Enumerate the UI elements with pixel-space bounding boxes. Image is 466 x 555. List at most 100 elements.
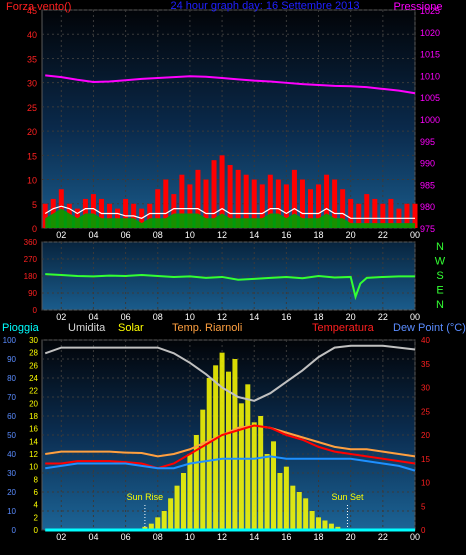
humidity-tick-label: 60 (7, 412, 16, 421)
wind-bar (42, 203, 48, 228)
wind-bar (107, 203, 113, 228)
climate-x-tick-label: 16 (281, 532, 291, 542)
solar-tick-label: 28 (29, 349, 38, 358)
solar-tick-label: 2 (34, 513, 39, 522)
temp-riarnoli-line (45, 424, 416, 458)
legend-rain: Pioggia (2, 322, 40, 334)
wind-bar (340, 189, 346, 228)
temperature-line (45, 424, 416, 470)
solar-bar (264, 454, 270, 530)
wind-x-tick-label: 06 (121, 230, 131, 240)
wind-pressure-marks (42, 74, 418, 228)
wind-bar (380, 203, 386, 228)
solar-bar (322, 520, 328, 530)
solar-bar (187, 454, 193, 530)
solar-tick-label: 22 (29, 387, 38, 396)
wind-bar (275, 179, 281, 228)
pressure-tick-label: 985 (420, 180, 435, 190)
wind-bar (388, 198, 394, 228)
solar-tick-label: 4 (34, 501, 39, 510)
solar-tick-label: 6 (34, 488, 39, 497)
solar-bar (200, 409, 206, 530)
legend-temperature: Temperatura (312, 322, 375, 334)
wind-tick-label: 25 (27, 103, 37, 113)
direction-x-tick-label: 14 (249, 312, 259, 322)
wind-bar (90, 194, 96, 228)
temperature-tick-label: 25 (421, 407, 430, 416)
wind-bar (235, 169, 241, 228)
direction-x-tick-label: 08 (153, 312, 163, 322)
temperature-tick-label: 0 (421, 526, 426, 535)
wind-bar (267, 174, 273, 228)
solar-tick-label: 0 (34, 526, 39, 535)
temperature-tick-label: 15 (421, 455, 430, 464)
temperature-tick-label: 40 (421, 336, 430, 345)
solar-tick-label: 14 (29, 437, 38, 446)
solar-bar (328, 523, 334, 530)
solar-bar (180, 473, 186, 530)
humidity-line (44, 344, 416, 402)
direction-grid (42, 241, 416, 311)
solar-bar (277, 473, 283, 530)
direction-x-tick-label: 06 (121, 312, 131, 322)
wind-tick-label: 20 (27, 127, 37, 137)
wind-bar (412, 203, 418, 228)
solar-tick-label: 12 (29, 450, 38, 459)
wind-bar (259, 184, 265, 228)
wind-x-tick-label: 20 (346, 230, 356, 240)
humidity-tick-label: 70 (7, 393, 16, 402)
dewpoint-line (45, 455, 416, 472)
solar-bar (271, 441, 277, 530)
solar-tick-label: 10 (29, 463, 38, 472)
temperature-tick-label: 5 (421, 502, 426, 511)
wind-x-tick-label: 14 (249, 230, 259, 240)
direction-x-tick-label: 10 (185, 312, 195, 322)
sunrise-label: Sun Rise (127, 492, 164, 502)
wind-tick-label: 35 (27, 54, 37, 64)
wind-bar (187, 184, 193, 228)
direction-x-tick-label: 16 (281, 312, 291, 322)
climate-left-ticks: 0 10 20 30 40 50 60 70 80 90 100 (3, 336, 17, 535)
solar-bar (258, 416, 264, 530)
wind-bar (291, 169, 297, 228)
wind-tick-label: 15 (27, 151, 37, 161)
pressure-tick-label: 990 (420, 159, 435, 169)
solar-bar (251, 422, 257, 530)
direction-tick-label: 180 (24, 272, 38, 281)
wind-tick-label: 0 (32, 224, 37, 234)
compass-label: S (436, 270, 443, 282)
wind-tick-label: 40 (27, 30, 37, 40)
wind-bar (372, 198, 378, 228)
compass-label: N (436, 299, 444, 311)
humidity-tick-label: 80 (7, 374, 16, 383)
pressure-tick-label: 995 (420, 137, 435, 147)
wind-x-tick-label: 10 (185, 230, 195, 240)
humidity-tick-label: 20 (7, 488, 16, 497)
solar-bar (232, 359, 238, 530)
wind-label: Forza vento() (6, 1, 71, 13)
compass-label: E (436, 285, 443, 297)
wind-tick-label: 5 (32, 200, 37, 210)
pressure-tick-label: 1020 (420, 28, 440, 38)
humidity-tick-label: 90 (7, 355, 16, 364)
wind-x-tick-label: 12 (217, 230, 227, 240)
climate-x-tick-label: 00 (410, 532, 420, 542)
wind-bar (123, 198, 129, 228)
pressure-line (45, 74, 416, 95)
temperature-tick-label: 30 (421, 384, 430, 393)
direction-tick-label: 360 (24, 238, 38, 247)
wind-bar (155, 189, 161, 228)
wind-direction-marks (45, 273, 415, 301)
climate-x-tick-label: 10 (185, 532, 195, 542)
wind-x-tick-label: 22 (378, 230, 388, 240)
wind-bar (179, 174, 185, 228)
pressure-tick-label: 1010 (420, 71, 440, 81)
climate-right-ticks: 0 5 10 15 20 25 30 35 40 (421, 336, 430, 535)
wind-bar (324, 174, 330, 228)
humidity-tick-label: 50 (7, 431, 16, 440)
solar-bar (148, 523, 154, 530)
solar-bar (219, 352, 225, 530)
solar-bar (174, 485, 180, 530)
legend-dewpoint: Dew Point (°C) (393, 322, 466, 334)
